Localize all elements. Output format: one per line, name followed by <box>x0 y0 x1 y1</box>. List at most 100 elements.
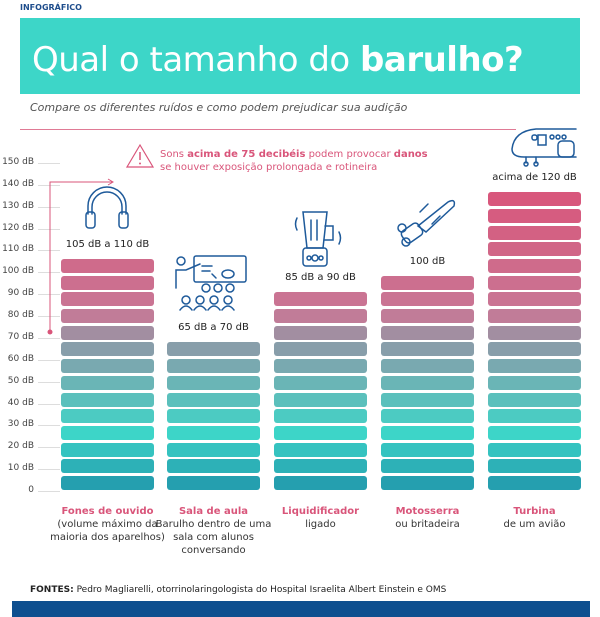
bar-segment <box>167 392 260 407</box>
bar-segment <box>274 425 367 440</box>
airplane-icon <box>511 128 577 167</box>
y-tick <box>38 250 60 252</box>
bar-segment <box>381 459 474 474</box>
y-tick-label: 150 dB <box>2 157 34 167</box>
bar-segment <box>274 309 367 323</box>
subtitle: Compare os diferentes ruídos e como pode… <box>30 101 408 114</box>
bar-segment <box>61 392 154 407</box>
bar-segment <box>488 476 581 490</box>
bar-segment <box>61 409 154 424</box>
warning-bold: acima de 75 decibéis <box>187 149 306 160</box>
bar-segment <box>381 275 474 290</box>
bar-segment <box>488 425 581 440</box>
threshold-bracket <box>47 178 114 335</box>
bar-segment <box>274 442 367 457</box>
bar-segment <box>61 359 154 374</box>
bar-segment <box>488 275 581 290</box>
category-desc: de um avião <box>503 519 566 530</box>
y-tick-label: 140 dB <box>2 178 34 189</box>
bar-segment <box>167 342 260 357</box>
y-tick-label: 100 dB <box>2 266 34 277</box>
divider <box>20 129 516 130</box>
bar-segment <box>61 309 154 323</box>
bar-segment <box>381 476 474 490</box>
bar-segment <box>167 359 260 374</box>
bar-segment <box>488 409 581 424</box>
sources-label: FONTES: <box>30 585 74 595</box>
title-band: Qual o tamanho do barulho? <box>20 18 580 94</box>
bar-segment <box>488 258 581 273</box>
value-label: 85 dB a 90 dB <box>285 272 356 284</box>
bar-segment <box>61 442 154 457</box>
category-desc: (volume máximo da maioria dos aparelhos) <box>50 519 165 543</box>
warning-part: podem provocar <box>305 149 394 160</box>
bar-segment <box>381 359 474 374</box>
bar-segment <box>488 192 581 207</box>
warning-text: Sons acima de 75 decibéis podem provocar… <box>160 148 428 174</box>
category-label: Sala de aula Barulho dentro de uma sala c… <box>154 505 274 557</box>
y-tick-label: 10 dB <box>7 463 34 474</box>
y-tick-label: 50 dB <box>7 375 34 386</box>
bar-segment <box>61 476 154 490</box>
category-desc: ou britadeira <box>395 519 460 530</box>
bar-segment <box>274 375 367 390</box>
headphones-icon <box>85 186 129 229</box>
sources-text: Pedro Magliarelli, otorrinolaringologist… <box>73 585 447 595</box>
blender-icon <box>294 211 342 267</box>
y-tick <box>38 469 60 471</box>
category-name: Motosserra <box>395 506 460 517</box>
bar-segment <box>381 292 474 307</box>
y-tick-label: 120 dB <box>2 222 34 233</box>
y-tick <box>38 491 60 492</box>
bar-segment <box>167 459 260 474</box>
y-tick <box>38 316 60 318</box>
page-title: Qual o tamanho do barulho? <box>32 40 524 80</box>
y-tick-label: 130 dB <box>2 200 34 211</box>
value-label: 100 dB <box>409 255 446 267</box>
value-label: acima de 120 dB <box>492 172 577 184</box>
y-tick-label: 0 <box>28 485 34 495</box>
y-tick <box>38 184 60 186</box>
bar-segment <box>274 292 367 307</box>
bar-segment <box>61 342 154 357</box>
bar-segment <box>488 459 581 474</box>
sources: FONTES: Pedro Magliarelli, otorrinolarin… <box>30 585 446 595</box>
y-tick <box>38 425 60 427</box>
footer-bar <box>12 601 590 617</box>
y-tick <box>38 163 60 164</box>
bar-segment <box>274 459 367 474</box>
title-regular: Qual o tamanho do <box>32 40 361 80</box>
category-desc: ligado <box>305 519 336 530</box>
kicker: INFOGRÁFICO <box>20 3 82 12</box>
bar-segment <box>488 225 581 240</box>
chainsaw-icon <box>397 199 456 247</box>
bar-segment <box>488 292 581 307</box>
bar-segment <box>61 275 154 290</box>
warning-bold: danos <box>393 149 428 160</box>
y-tick <box>38 337 60 339</box>
bar-segment <box>381 392 474 407</box>
category-desc: Barulho dentro de uma sala com alunos co… <box>155 519 272 556</box>
y-tick-label: 70 dB <box>7 331 34 342</box>
bracket-line <box>49 181 112 332</box>
bar-segment <box>381 442 474 457</box>
warning-icon <box>125 143 155 168</box>
bar-segment <box>381 375 474 390</box>
category-label: Turbina de um avião <box>475 505 595 531</box>
bar-segment <box>381 325 474 340</box>
y-tick-label: 40 dB <box>7 397 34 408</box>
y-tick-label: 90 dB <box>7 288 34 299</box>
bar-segment <box>61 292 154 307</box>
bar-segment <box>488 208 581 223</box>
title-bold: barulho? <box>360 40 524 80</box>
threshold-dot <box>47 329 53 335</box>
bar-segment <box>488 242 581 257</box>
y-tick <box>38 403 60 405</box>
bar-segment <box>167 425 260 440</box>
bar-segment <box>61 258 154 273</box>
bar-segment <box>381 309 474 323</box>
category-label: Fones de ouvido (volume máximo da maioria… <box>48 505 168 544</box>
bar-segment <box>488 359 581 374</box>
bar-segment <box>167 409 260 424</box>
y-tick-label: 20 dB <box>7 441 34 452</box>
